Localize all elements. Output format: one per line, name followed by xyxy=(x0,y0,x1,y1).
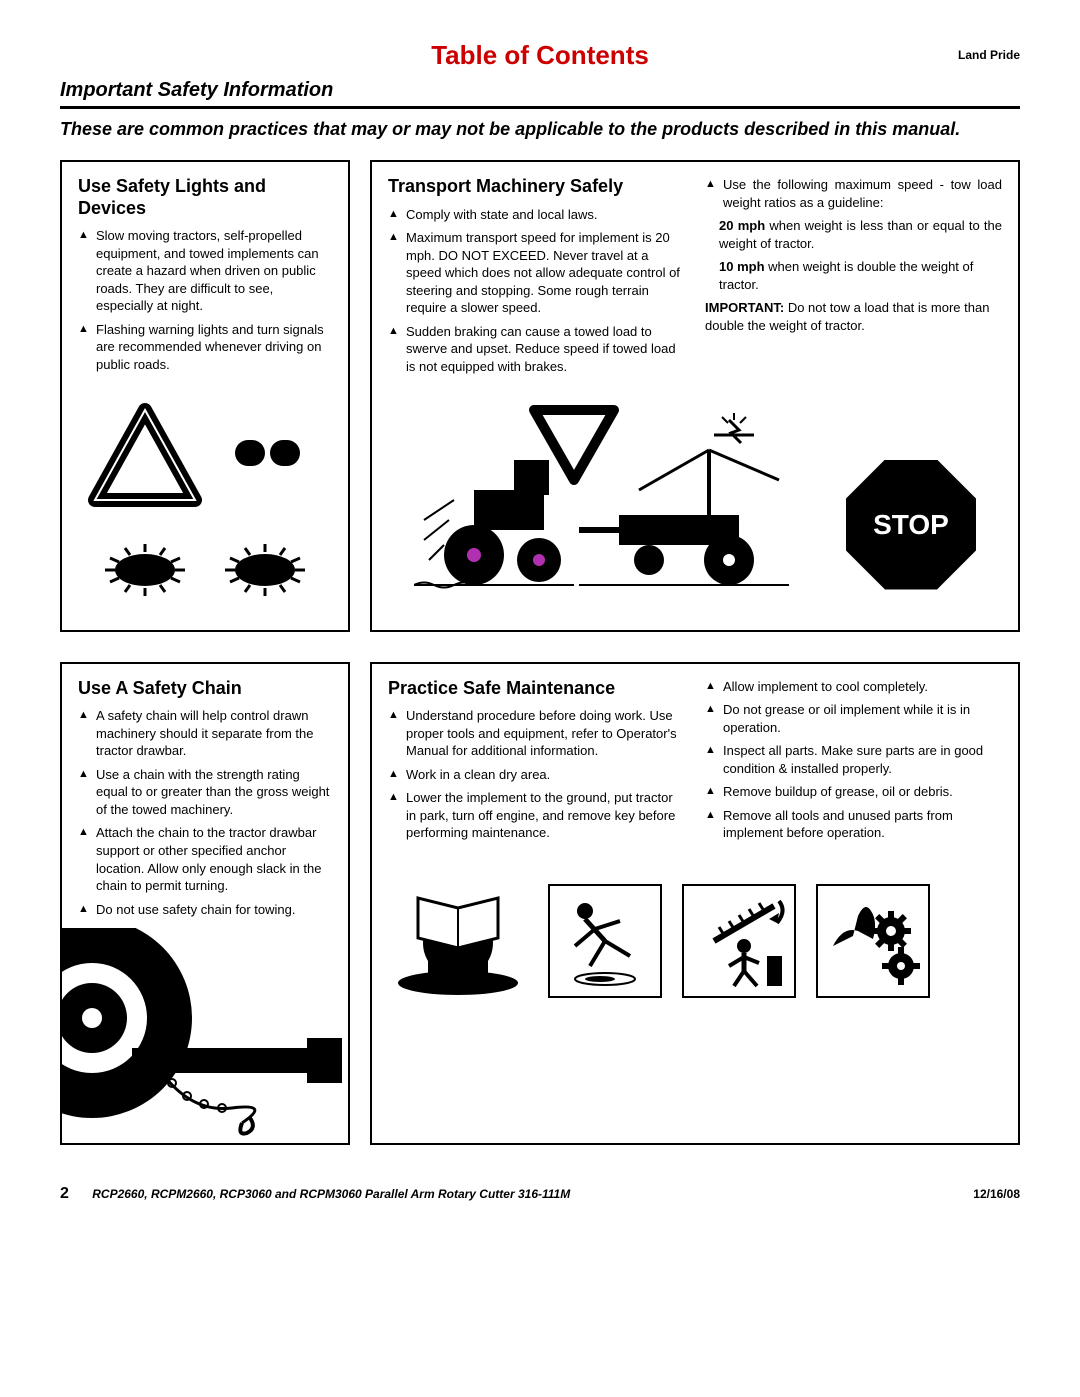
list-item: A safety chain will help control drawn m… xyxy=(78,707,332,760)
list-item: Remove buildup of grease, oil or debris. xyxy=(705,783,1002,801)
speed-guidelines: 20 mph when weight is less than or equal… xyxy=(705,217,1002,293)
list-item: Use the following maximum speed - tow lo… xyxy=(705,176,1002,211)
footer-date: 12/16/08 xyxy=(973,1187,1020,1201)
bullet-list: Use the following maximum speed - tow lo… xyxy=(705,176,1002,211)
divider xyxy=(60,106,1020,109)
list-item: Inspect all parts. Make sure parts are i… xyxy=(705,742,1002,777)
chain-illustration xyxy=(62,928,348,1143)
slip-hazard-icon xyxy=(548,884,662,998)
page-header: Table of Contents Land Pride xyxy=(60,40,1020,71)
intro-text: These are common practices that may or m… xyxy=(60,119,1020,140)
list-item: Sudden braking can cause a towed load to… xyxy=(388,323,685,376)
footer-model: RCP2660, RCPM2660, RCP3060 and RCPM3060 … xyxy=(92,1187,570,1201)
box-title: Use A Safety Chain xyxy=(78,678,332,700)
page-footer: 2 RCP2660, RCPM2660, RCP3060 and RCPM306… xyxy=(60,1185,1020,1203)
box-title: Use Safety Lights and Devices xyxy=(78,176,332,219)
page-number: 2 xyxy=(60,1185,69,1202)
crush-hazard-icon xyxy=(682,884,796,998)
stop-sign-icon: STOP xyxy=(846,460,976,590)
box-title: Transport Machinery Safely xyxy=(388,176,685,198)
speed-bold: 10 mph xyxy=(719,259,765,274)
list-item: Do not use safety chain for towing. xyxy=(78,901,332,919)
row-2: Use A Safety Chain A safety chain will h… xyxy=(60,662,1020,1146)
list-item: Attach the chain to the tractor drawbar … xyxy=(78,824,332,894)
list-item: Remove all tools and unused parts from i… xyxy=(705,807,1002,842)
maintenance-illustrations xyxy=(388,868,1002,998)
bullet-list: A safety chain will help control drawn m… xyxy=(78,707,332,918)
list-item: Work in a clean dry area. xyxy=(388,766,685,784)
transport-illustration: STOP xyxy=(388,390,1002,590)
list-item: Use a chain with the strength rating equ… xyxy=(78,766,332,819)
list-item: Maximum transport speed for implement is… xyxy=(388,229,685,317)
entanglement-hazard-icon xyxy=(816,884,930,998)
row-1: Use Safety Lights and Devices Slow movin… xyxy=(60,160,1020,632)
safety-triangle-illustration xyxy=(78,400,332,620)
section-subtitle: Important Safety Information xyxy=(60,79,1020,102)
box-transport: Transport Machinery Safely Comply with s… xyxy=(370,160,1020,632)
list-item: Understand procedure before doing work. … xyxy=(388,707,685,760)
list-item: Lower the implement to the ground, put t… xyxy=(388,789,685,842)
box-safety-chain: Use A Safety Chain A safety chain will h… xyxy=(60,662,350,1146)
read-manual-icon xyxy=(388,868,528,998)
brand-label: Land Pride xyxy=(958,48,1020,62)
important-note: IMPORTANT: Do not tow a load that is mor… xyxy=(705,299,1002,334)
toc-title[interactable]: Table of Contents xyxy=(60,40,1020,71)
speed-bold: 20 mph xyxy=(719,218,765,233)
box-safety-lights: Use Safety Lights and Devices Slow movin… xyxy=(60,160,350,632)
list-item: Allow implement to cool completely. xyxy=(705,678,1002,696)
bullet-list: Allow implement to cool completely. Do n… xyxy=(705,678,1002,842)
list-item: Comply with state and local laws. xyxy=(388,206,685,224)
bullet-list: Understand procedure before doing work. … xyxy=(388,707,685,842)
list-item: Do not grease or oil implement while it … xyxy=(705,701,1002,736)
bullet-list: Slow moving tractors, self-propelled equ… xyxy=(78,227,332,379)
box-maintenance: Practice Safe Maintenance Understand pro… xyxy=(370,662,1020,1146)
list-item: Slow moving tractors, self-propelled equ… xyxy=(78,227,332,315)
box-title: Practice Safe Maintenance xyxy=(388,678,685,700)
list-item: Flashing warning lights and turn signals… xyxy=(78,321,332,374)
bullet-list: Comply with state and local laws. Maximu… xyxy=(388,206,685,376)
tractor-icon xyxy=(414,400,794,590)
